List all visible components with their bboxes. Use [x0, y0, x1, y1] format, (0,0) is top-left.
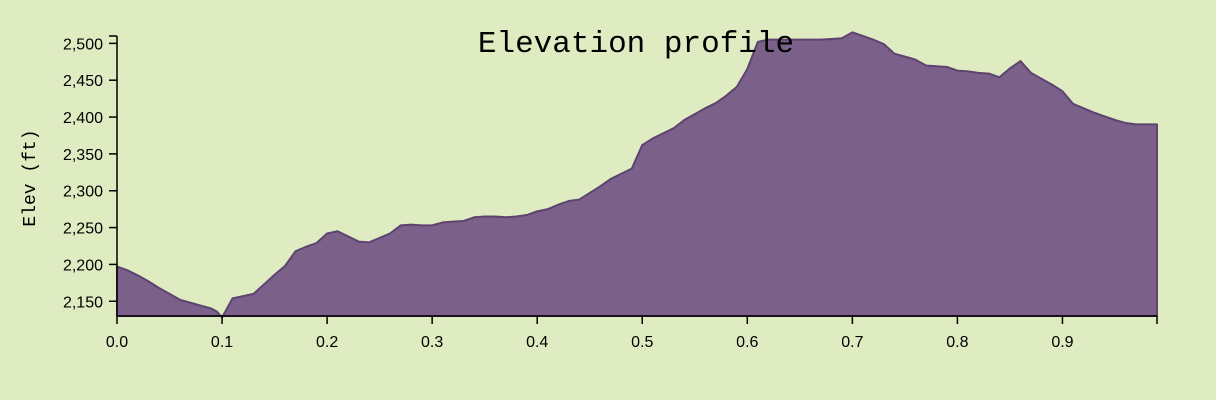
elevation-area — [116, 31, 1158, 319]
y-tick-label: 2,150 — [63, 294, 103, 311]
x-tick-label: 0.7 — [841, 334, 863, 351]
x-tick-label: 0.8 — [946, 334, 968, 351]
x-tick-label: 0.9 — [1051, 334, 1073, 351]
x-tick-label: 0.5 — [631, 334, 653, 351]
chart-title: Elevation profile — [478, 27, 794, 62]
y-tick-label: 2,500 — [63, 36, 103, 53]
x-axis: 0.0 0.1 0.2 0.3 0.4 0.5 0.6 0.7 0.8 0.9 — [106, 315, 1158, 351]
x-tick-label: 0.3 — [421, 334, 443, 351]
y-tick-label: 2,200 — [63, 257, 103, 274]
y-tick-label: 2,300 — [63, 184, 103, 201]
y-tick-label: 2,450 — [63, 73, 103, 90]
x-tick-label: 0.2 — [316, 334, 338, 351]
y-tick-label: 2,400 — [63, 110, 103, 127]
y-axis: 2,150 2,200 2,250 2,300 2,350 2,400 2,450 2,500 — [63, 35, 118, 316]
y-axis-label: Elev (ft) — [21, 129, 41, 226]
y-tick-label: 2,350 — [63, 147, 103, 164]
x-tick-label: 0.1 — [211, 334, 233, 351]
x-tick-label: 0.0 — [106, 334, 128, 351]
x-tick-label: 0.6 — [736, 334, 758, 351]
y-tick-label: 2,250 — [63, 221, 103, 238]
x-tick-label: 0.4 — [526, 334, 548, 351]
